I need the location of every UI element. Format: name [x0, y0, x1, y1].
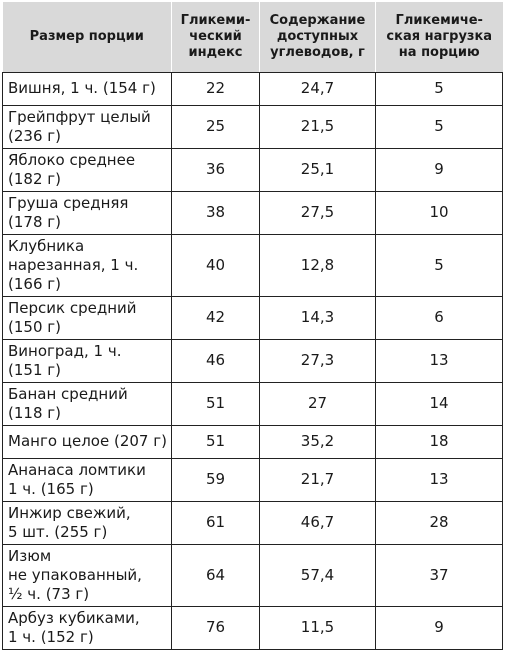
- header-available-carbs: Содержание доступных углеводов, г: [259, 2, 376, 73]
- table-row: Инжир свежий, 5 шт. (255 г) 61 46,7 28: [2, 501, 503, 545]
- cell-glycemic-load: 13: [375, 458, 503, 502]
- cell-glycemic-index: 61: [171, 501, 260, 545]
- cell-portion: Яблоко среднее (182 г): [2, 148, 172, 192]
- cell-portion: Арбуз кубиками, 1 ч. (152 г): [2, 606, 172, 650]
- header-row: Размер порции Гликеми- ческий индекс Сод…: [2, 2, 503, 73]
- cell-available-carbs: 24,7: [259, 72, 376, 106]
- cell-portion: Банан средний (118 г): [2, 382, 172, 426]
- cell-glycemic-load: 9: [375, 606, 503, 650]
- cell-portion: Инжир свежий, 5 шт. (255 г): [2, 501, 172, 545]
- header-portion-size: Размер порции: [2, 2, 172, 73]
- cell-available-carbs: 57,4: [259, 544, 376, 607]
- cell-glycemic-index: 76: [171, 606, 260, 650]
- cell-glycemic-index: 36: [171, 148, 260, 192]
- cell-glycemic-index: 59: [171, 458, 260, 502]
- cell-available-carbs: 35,2: [259, 425, 376, 459]
- cell-portion: Виноград, 1 ч. (151 г): [2, 339, 172, 383]
- cell-glycemic-index: 40: [171, 234, 260, 297]
- cell-glycemic-index: 22: [171, 72, 260, 106]
- cell-glycemic-load: 18: [375, 425, 503, 459]
- table-body: Вишня, 1 ч. (154 г) 22 24,7 5 Грейпфрут целы…: [2, 72, 503, 650]
- cell-glycemic-index: 25: [171, 105, 260, 149]
- cell-glycemic-index: 38: [171, 191, 260, 235]
- table-row: Грейпфрут целый (236 г) 25 21,5 5: [2, 105, 503, 149]
- table-row: Банан средний (118 г) 51 27 14: [2, 382, 503, 426]
- cell-portion: Ананаса ломтики 1 ч. (165 г): [2, 458, 172, 502]
- cell-glycemic-load: 28: [375, 501, 503, 545]
- cell-glycemic-load: 5: [375, 72, 503, 106]
- header-glycemic-index: Гликеми- ческий индекс: [171, 2, 260, 73]
- cell-glycemic-load: 5: [375, 105, 503, 149]
- cell-available-carbs: 25,1: [259, 148, 376, 192]
- cell-glycemic-load: 10: [375, 191, 503, 235]
- cell-portion: Персик средний (150 г): [2, 296, 172, 340]
- header-glycemic-load: Гликемиче- ская нагрузка на порцию: [375, 2, 503, 73]
- cell-available-carbs: 27,3: [259, 339, 376, 383]
- cell-available-carbs: 11,5: [259, 606, 376, 650]
- cell-glycemic-load: 13: [375, 339, 503, 383]
- cell-glycemic-index: 64: [171, 544, 260, 607]
- cell-glycemic-index: 51: [171, 382, 260, 426]
- cell-available-carbs: 27,5: [259, 191, 376, 235]
- cell-available-carbs: 12,8: [259, 234, 376, 297]
- table-row: Изюм не упакованный, ½ ч. (73 г) 64 57,4 37: [2, 544, 503, 607]
- table-row: Ананаса ломтики 1 ч. (165 г) 59 21,7 13: [2, 458, 503, 502]
- table-row: Виноград, 1 ч. (151 г) 46 27,3 13: [2, 339, 503, 383]
- cell-glycemic-load: 9: [375, 148, 503, 192]
- cell-glycemic-load: 6: [375, 296, 503, 340]
- table-row: Груша средняя (178 г) 38 27,5 10: [2, 191, 503, 235]
- table-row: Вишня, 1 ч. (154 г) 22 24,7 5: [2, 72, 503, 106]
- table-row: Яблоко среднее (182 г) 36 25,1 9: [2, 148, 503, 192]
- cell-portion: Грейпфрут целый (236 г): [2, 105, 172, 149]
- table-header: Размер порции Гликеми- ческий индекс Сод…: [2, 2, 503, 73]
- cell-glycemic-load: 37: [375, 544, 503, 607]
- cell-available-carbs: 14,3: [259, 296, 376, 340]
- cell-portion: Вишня, 1 ч. (154 г): [2, 72, 172, 106]
- table-row: Манго целое (207 г) 51 35,2 18: [2, 425, 503, 459]
- cell-available-carbs: 46,7: [259, 501, 376, 545]
- cell-glycemic-load: 5: [375, 234, 503, 297]
- cell-glycemic-index: 46: [171, 339, 260, 383]
- cell-available-carbs: 21,7: [259, 458, 376, 502]
- cell-available-carbs: 21,5: [259, 105, 376, 149]
- cell-portion: Груша средняя (178 г): [2, 191, 172, 235]
- cell-glycemic-index: 51: [171, 425, 260, 459]
- table-row: Клубника нарезанная, 1 ч. (166 г) 40 12,8 5: [2, 234, 503, 297]
- cell-glycemic-load: 14: [375, 382, 503, 426]
- cell-available-carbs: 27: [259, 382, 376, 426]
- cell-glycemic-index: 42: [171, 296, 260, 340]
- table-row: Арбуз кубиками, 1 ч. (152 г) 76 11,5 9: [2, 606, 503, 650]
- cell-portion: Манго целое (207 г): [2, 425, 172, 459]
- table-row: Персик средний (150 г) 42 14,3 6: [2, 296, 503, 340]
- cell-portion: Клубника нарезанная, 1 ч. (166 г): [2, 234, 172, 297]
- cell-portion: Изюм не упакованный, ½ ч. (73 г): [2, 544, 172, 607]
